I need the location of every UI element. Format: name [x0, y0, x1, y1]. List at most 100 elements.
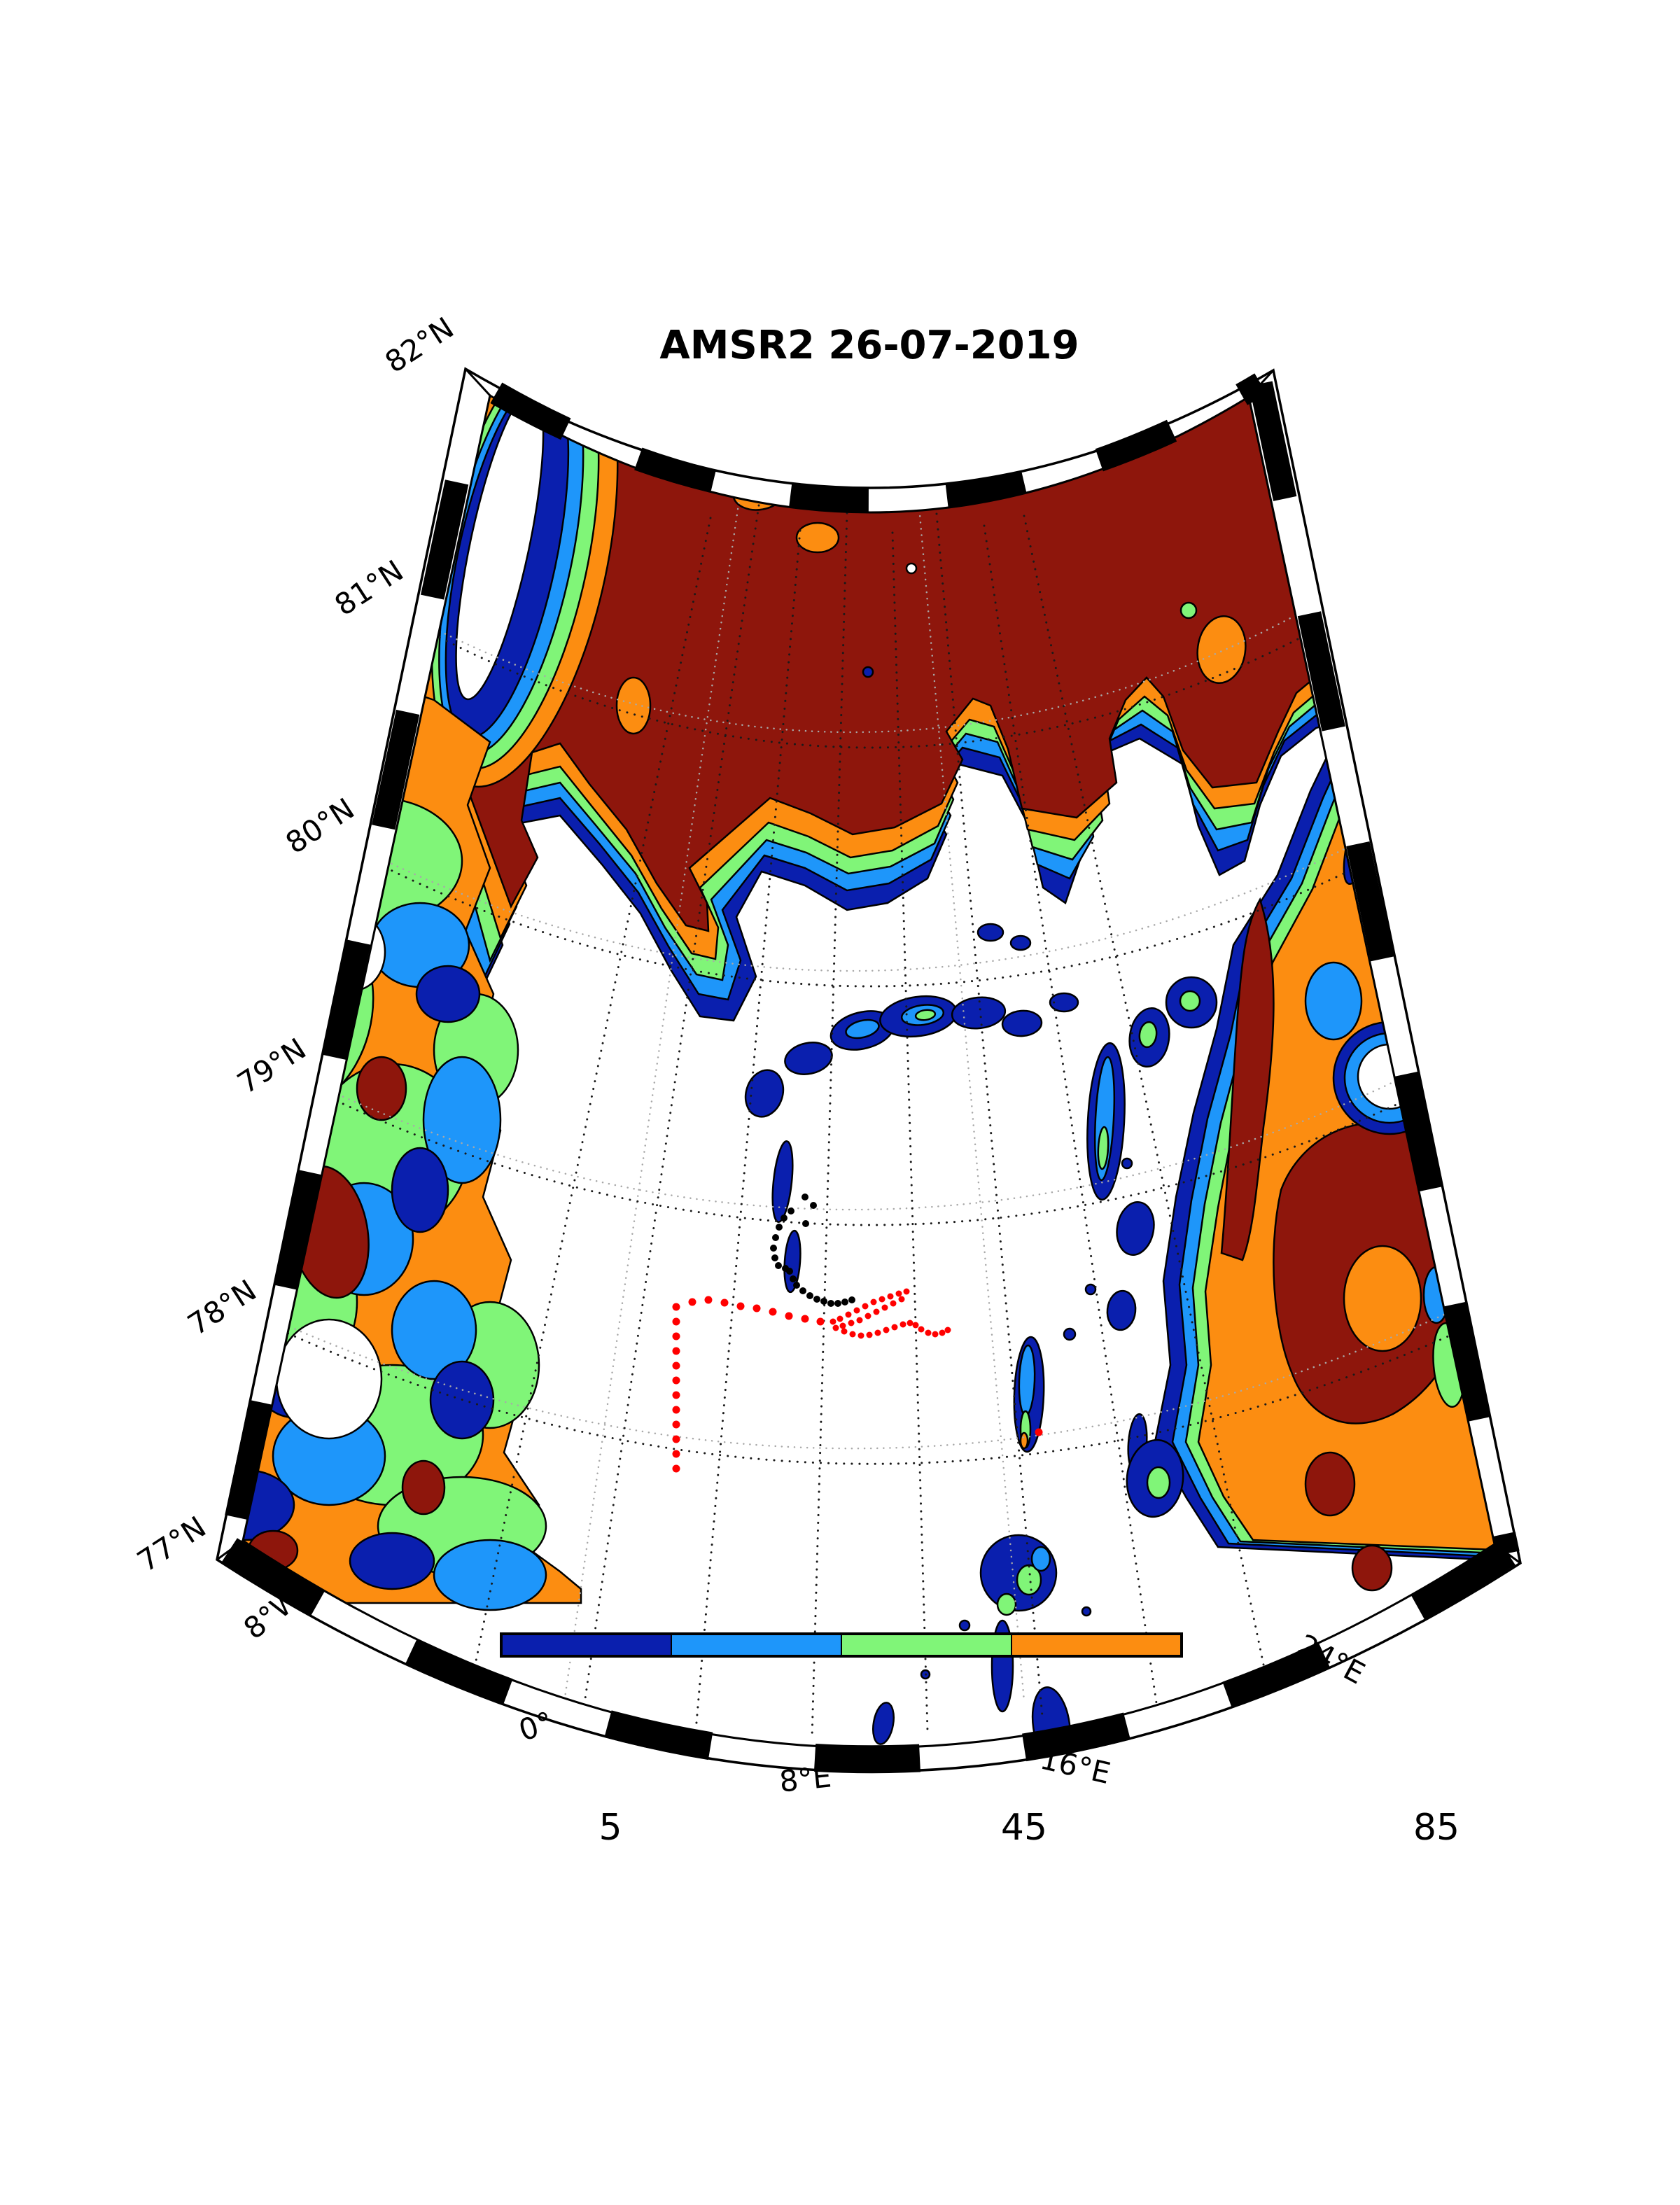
- pack-hole: [905, 562, 918, 575]
- ship-track-red-sparse-point: [672, 1435, 680, 1443]
- band-green-sliver: [1386, 840, 1421, 917]
- ship-track-red-dense-point: [944, 1326, 951, 1334]
- ship-track-red-sparse-point: [720, 1298, 729, 1307]
- pack-pond: [615, 676, 652, 735]
- miz-navy: [391, 1147, 449, 1233]
- ship-track-red-sparse-point: [672, 1303, 680, 1311]
- map-title: AMSR2 26-07-2019: [659, 323, 1079, 368]
- drift-track-black-point: [802, 1220, 809, 1227]
- drift-track-black-point: [772, 1234, 779, 1241]
- drift-track-black-point: [834, 1300, 841, 1307]
- ship-track-red-dense-point: [832, 1324, 839, 1331]
- ship-track-red-dense-point: [862, 1303, 869, 1310]
- ship-track-red-dense-point: [848, 1320, 855, 1326]
- ship-track-red-dense-point: [830, 1318, 836, 1325]
- drift-track-black-point: [827, 1300, 834, 1307]
- map-frame: [216, 367, 1522, 1774]
- frame-outer-outline: [216, 367, 1522, 1773]
- ship-track-red-dense-point: [849, 1331, 856, 1338]
- band-orange-hole: [1343, 1245, 1422, 1352]
- ship-track-red-sparse-point: [704, 1296, 713, 1304]
- lat-label-82n: 82°N: [379, 310, 459, 379]
- ship-track-red-dense-point: [866, 1331, 873, 1338]
- ship-track-red-sparse-point: [672, 1420, 680, 1429]
- pack-pond: [1180, 601, 1198, 620]
- colorbar-tick-45: 45: [1001, 1807, 1047, 1849]
- ship-track-red-dense-point: [873, 1308, 880, 1315]
- drift-track-black-point: [820, 1298, 827, 1305]
- meridian-4w: [465, 517, 712, 1707]
- miz-blue: [391, 1280, 477, 1380]
- ship-track-red-sparse-point: [769, 1308, 777, 1316]
- pack-pond: [1065, 409, 1091, 428]
- ship-track-red-dense-point: [881, 1304, 888, 1311]
- colorbar-segment-4: [1011, 1633, 1182, 1657]
- lat-label-77n: 77°N: [131, 1509, 211, 1578]
- ship-track-red-dense-point: [887, 1293, 894, 1300]
- colorbar-tick-5: 5: [598, 1807, 622, 1849]
- drift-track-black-point: [806, 1292, 813, 1299]
- ship-track-red-sparse-point: [672, 1376, 680, 1385]
- ship-track-red-dense-point: [845, 1311, 852, 1318]
- drift-track-black-point: [780, 1214, 788, 1222]
- ship-track-red-dense-point: [925, 1329, 932, 1336]
- tracks: [672, 1194, 1043, 1473]
- drift-track-black-point: [793, 1282, 800, 1289]
- ship-track-red-sparse-point: [816, 1317, 825, 1326]
- miz-open-water-bay: [275, 1318, 383, 1440]
- ship-track-red-dense-point: [891, 1324, 898, 1331]
- ship-track-red-dense-point: [841, 1328, 848, 1335]
- drift-track-black-point: [770, 1245, 777, 1252]
- pack-pond: [795, 522, 840, 554]
- ship-track-red-dense-point: [856, 1317, 863, 1324]
- ship-track-red-sparse-point: [801, 1315, 809, 1323]
- ship-track-red-dense-point: [899, 1321, 906, 1328]
- ship-track-red-sparse-point: [688, 1298, 696, 1306]
- frame-corner-miters: [216, 368, 1521, 1564]
- colorbar: 5 45 85: [500, 1632, 1460, 1849]
- ship-track-red-dense-point: [918, 1326, 925, 1333]
- pack-speck: [862, 666, 874, 678]
- ship-track-red-sparse-point: [672, 1450, 680, 1458]
- colorbar-segment-2: [671, 1633, 842, 1657]
- graticule-ghost: [247, 489, 1455, 1704]
- ship-track-red-sparse-point: [672, 1464, 680, 1473]
- ship-track-red-dense-point: [853, 1307, 860, 1314]
- colorbar-segment-1: [500, 1633, 672, 1657]
- frame-inner-outline: [241, 393, 1496, 1749]
- ship-track-red-dense-point: [883, 1326, 890, 1334]
- ship-track-red-dense-point: [864, 1312, 872, 1320]
- ship-track-red-dense-point: [903, 1288, 910, 1295]
- ship-track-red-dense-point: [870, 1298, 877, 1306]
- lat-label-80n: 80°N: [279, 791, 360, 860]
- drift-track-black-point: [802, 1194, 808, 1200]
- miz-darkred: [356, 1056, 407, 1121]
- drift-track-black-point: [786, 1268, 793, 1275]
- ship-track-red-sparse: [672, 1296, 1043, 1473]
- drift-track-black-point: [799, 1287, 806, 1294]
- drift-track-black-point: [810, 1202, 817, 1209]
- colorbar-segment-3: [841, 1633, 1012, 1657]
- parallel-79n: [314, 1089, 1424, 1226]
- ship-track-red-sparse-point: [752, 1304, 761, 1312]
- coastal-ice-patches: [744, 923, 1218, 1748]
- drift-track-black-point: [813, 1296, 820, 1303]
- ship-track-red-dense-point: [839, 1322, 846, 1329]
- ship-track-red-sparse-point: [736, 1302, 745, 1310]
- drift-track-black-point: [771, 1254, 778, 1261]
- frame-band: [217, 369, 1520, 1772]
- ship-track-red-dense-point: [874, 1329, 881, 1336]
- drift-track-black-point: [776, 1224, 783, 1231]
- ship-track-red-dense-point: [895, 1290, 902, 1297]
- ship-track-red-dense: [830, 1288, 951, 1339]
- pack-pond: [1196, 615, 1247, 685]
- meridian-12e: [891, 531, 929, 1732]
- miz-darkred: [401, 1460, 446, 1516]
- ship-track-red-sparse-point: [1035, 1428, 1043, 1436]
- band-darkred: [1304, 1451, 1356, 1517]
- lon-label-8e: 8°E: [778, 1759, 833, 1798]
- ship-track-red-sparse-point: [672, 1332, 680, 1340]
- ship-track-red-sparse-point: [672, 1406, 680, 1414]
- miz-navy: [349, 1532, 435, 1590]
